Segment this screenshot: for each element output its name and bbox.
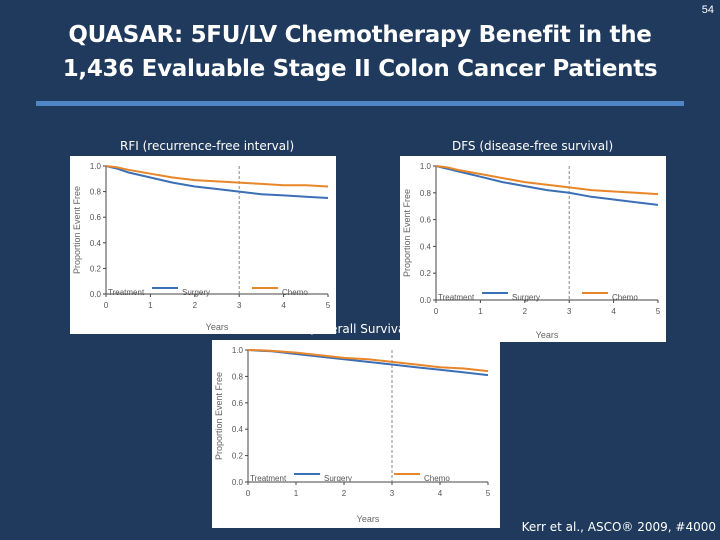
os-y-tick-label: 0.2	[232, 452, 244, 461]
rfi-x-tick-label: 1	[148, 301, 153, 310]
dfs-x-tick-label: 4	[611, 307, 616, 316]
slide-title: QUASAR: 5FU/LV Chemotherapy Benefit in t…	[0, 18, 720, 86]
dfs-x-axis-label: Years	[536, 330, 559, 340]
os-legend-label-surgery: Surgery	[324, 474, 352, 483]
dfs-x-tick-label: 0	[434, 307, 439, 316]
dfs-y-tick-label: 0.8	[420, 189, 432, 198]
dfs-chart: 0.0 0.2 0.4 0.6 0.8 1.0 0 1 2 3 4 5 Years Proportion …	[400, 156, 666, 342]
rfi-x-tick-label: 2	[193, 301, 198, 310]
rfi-series-chemo	[105, 165, 329, 188]
dfs-y-axis-label: Proportion Event Free	[402, 189, 412, 277]
rfi-series-surgery	[105, 165, 329, 199]
dfs-y-tick-label: 0.0	[420, 296, 432, 305]
dfs-series-surgery	[435, 165, 659, 206]
rfi-chart: 0.0 0.2 0.4 0.6 0.8 1.0 0 1 2 3 4 5 Years Proportion …	[70, 156, 336, 334]
os-x-tick-label: 2	[342, 489, 347, 498]
dfs-x-tick-label: 3	[567, 307, 572, 316]
rfi-y-tick-label: 0.8	[90, 188, 102, 197]
citation: Kerr et al., ASCO® 2009, #4000	[521, 520, 716, 534]
os-y-tick-label: 0.6	[232, 399, 244, 408]
dfs-series-chemo	[435, 165, 659, 196]
os-legend-label-chemo: Chemo	[424, 474, 450, 483]
rfi-legend-label-chemo: Chemo	[282, 288, 308, 297]
rfi-x-tick-label: 5	[326, 301, 331, 310]
slide-number: 54	[701, 4, 714, 16]
dfs-x-tick-label: 5	[656, 307, 661, 316]
dfs-chart-svg: 0.0 0.2 0.4 0.6 0.8 1.0 0 1 2 3 4 5 Years Proportion …	[402, 162, 661, 340]
os-y-tick-label: 0.0	[232, 478, 244, 487]
os-x-tick-label: 4	[438, 489, 443, 498]
slide-title-line-2: 1,436 Evaluable Stage II Colon Cancer Pa…	[62, 56, 658, 82]
slide-title-line-1: QUASAR: 5FU/LV Chemotherapy Benefit in t…	[68, 22, 652, 48]
dfs-panel-label: DFS (disease-free survival)	[452, 139, 614, 153]
rfi-y-tick-label: 0.2	[90, 264, 102, 273]
os-x-tick-label: 0	[246, 489, 251, 498]
rfi-x-axis-label: Years	[206, 322, 229, 332]
os-legend-title: Treatment	[250, 474, 287, 483]
dfs-legend-label-surgery: Surgery	[512, 293, 540, 302]
dfs-y-tick-label: 0.4	[420, 242, 432, 251]
rfi-y-axis-label: Proportion Event Free	[72, 186, 82, 274]
dfs-y-tick-label: 1.0	[420, 162, 432, 171]
os-chart-svg: 0.0 0.2 0.4 0.6 0.8 1.0 0 1 2 3 4 5 Years Proportion …	[214, 346, 491, 524]
rfi-x-tick-label: 4	[281, 301, 286, 310]
rfi-x-tick-label: 3	[237, 301, 242, 310]
os-x-tick-label: 3	[390, 489, 395, 498]
os-chart: 0.0 0.2 0.4 0.6 0.8 1.0 0 1 2 3 4 5 Years Proportion …	[212, 340, 500, 528]
os-series-surgery	[247, 349, 489, 377]
dfs-legend-label-chemo: Chemo	[612, 293, 638, 302]
rfi-chart-svg: 0.0 0.2 0.4 0.6 0.8 1.0 0 1 2 3 4 5 Years Proportion …	[72, 162, 331, 332]
dfs-x-tick-label: 1	[478, 307, 483, 316]
rfi-y-tick-label: 0.4	[90, 239, 102, 248]
rfi-y-tick-label: 1.0	[90, 162, 102, 171]
os-y-tick-label: 0.8	[232, 372, 244, 381]
rfi-legend-label-surgery: Surgery	[182, 288, 210, 297]
os-y-tick-label: 0.4	[232, 425, 244, 434]
os-x-tick-label: 5	[486, 489, 491, 498]
os-y-tick-label: 1.0	[232, 346, 244, 355]
dfs-x-tick-label: 2	[523, 307, 528, 316]
dfs-y-tick-label: 0.2	[420, 269, 432, 278]
title-divider	[36, 101, 684, 106]
rfi-x-tick-label: 0	[104, 301, 109, 310]
rfi-y-tick-label: 0.0	[90, 290, 102, 299]
rfi-panel-label: RFI (recurrence-free interval)	[120, 139, 295, 153]
rfi-y-tick-label: 0.6	[90, 213, 102, 222]
rfi-legend-title: Treatment	[108, 288, 145, 297]
dfs-y-tick-label: 0.6	[420, 216, 432, 225]
dfs-legend-title: Treatment	[438, 293, 475, 302]
os-x-tick-label: 1	[294, 489, 299, 498]
os-x-axis-label: Years	[357, 514, 380, 524]
os-panel-label: OS (Overall Survival)	[288, 322, 414, 336]
os-series-chemo	[247, 349, 489, 373]
os-y-axis-label: Proportion Event Free	[214, 372, 224, 460]
